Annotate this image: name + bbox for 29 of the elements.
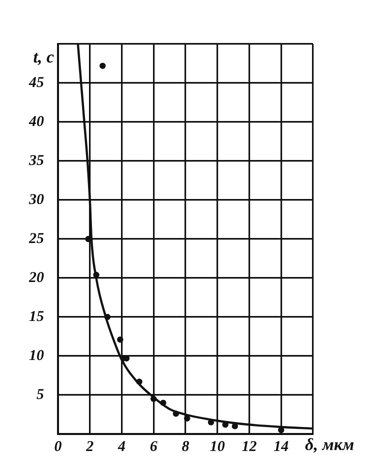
y-tick-label: 5 bbox=[36, 386, 44, 403]
point bbox=[160, 400, 166, 406]
point bbox=[136, 378, 142, 385]
x-tick-label: 6 bbox=[150, 438, 158, 455]
x-tick-label: 8 bbox=[182, 438, 190, 455]
y-tick-label: 40 bbox=[28, 114, 44, 130]
y-tick-label: 20 bbox=[28, 270, 44, 286]
x-tick-label: 2 bbox=[85, 438, 94, 455]
x-tick-label: 14 bbox=[274, 438, 290, 455]
point bbox=[208, 419, 214, 426]
x-tick-label: 4 bbox=[117, 438, 126, 455]
point bbox=[150, 396, 157, 402]
point bbox=[117, 336, 124, 343]
y-tick-label: 25 bbox=[28, 230, 44, 247]
y-tick-label: 35 bbox=[28, 152, 44, 169]
point bbox=[184, 415, 190, 422]
x-tick-label: 12 bbox=[242, 438, 258, 455]
x-axis-title: δ, мкм bbox=[305, 434, 354, 454]
y-tick-label: 15 bbox=[29, 308, 44, 325]
point bbox=[104, 314, 111, 320]
x-tick-label: 10 bbox=[210, 438, 226, 455]
y-axis-title: t, c bbox=[33, 47, 54, 66]
point bbox=[232, 423, 238, 430]
point bbox=[100, 62, 106, 69]
y-tick-label: 10 bbox=[29, 348, 44, 364]
x-tick-label: 0 bbox=[54, 438, 62, 455]
y-tick-label: 45 bbox=[28, 74, 44, 91]
y-tick-label: 30 bbox=[28, 192, 44, 208]
point bbox=[172, 410, 180, 417]
